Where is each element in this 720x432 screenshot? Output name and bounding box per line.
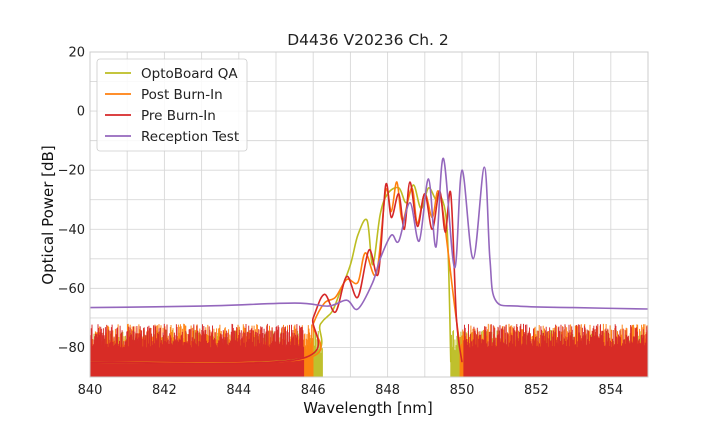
y-tick-label: 0	[77, 105, 85, 120]
y-tick-label: 20	[68, 46, 85, 61]
y-tick-label: −20	[58, 164, 85, 179]
legend: OptoBoard QA Post Burn-In Pre Burn-In Recep…	[96, 58, 248, 152]
plot-frame	[89, 51, 649, 378]
x-tick-label: 840	[78, 383, 103, 398]
legend-label: Post Burn-In	[141, 87, 223, 103]
x-tick-label: 852	[524, 383, 549, 398]
x-tick-label: 848	[375, 383, 400, 398]
series-line-pre-burn-in	[90, 181, 463, 365]
x-tick-label: 844	[226, 383, 251, 398]
chart-title: D4436 V20236 Ch. 2	[287, 31, 449, 49]
x-axis: 840 842 844 846 848 850 852 854	[78, 383, 624, 398]
x-tick-label: 842	[152, 383, 177, 398]
legend-label: Pre Burn-In	[141, 108, 216, 124]
y-axis-title: Optical Power [dB]	[39, 145, 57, 284]
y-tick-label: −80	[58, 341, 85, 356]
legend-label: OptoBoard QA	[141, 66, 238, 82]
y-tick-label: −60	[58, 282, 85, 297]
x-axis-title: Wavelength [nm]	[303, 399, 433, 417]
x-tick-label: 850	[450, 383, 475, 398]
legend-box	[96, 58, 248, 152]
y-axis: −80 −60 −40 −20 0 20	[58, 46, 85, 356]
x-tick-label: 854	[598, 383, 623, 398]
series-line-reception-test	[90, 157, 648, 311]
y-tick-label: −40	[58, 223, 85, 238]
noise-floor-pre-burn-in	[463, 323, 648, 377]
x-tick-label: 846	[301, 383, 326, 398]
series-layer	[90, 157, 648, 365]
legend-label: Reception Test	[141, 129, 239, 145]
